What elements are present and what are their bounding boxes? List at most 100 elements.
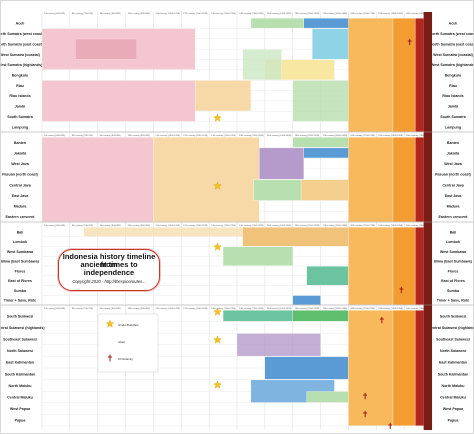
srivijaya-south-block — [41, 80, 196, 122]
bali-hindu-block — [83, 227, 243, 237]
region-label-left: East Kalimantan — [6, 361, 34, 365]
green-triangle-block — [242, 49, 282, 81]
century-label: 12th century (1100-1199) — [183, 224, 208, 227]
century-label: 17th century (1600-1699) — [323, 224, 348, 227]
century-label: 7th century (600-699) — [44, 134, 65, 137]
region-label-right: West Sumbawa — [440, 250, 467, 254]
region-label-right: Southeast Sulawesi — [436, 338, 470, 342]
legend-label: Islam — [118, 340, 126, 344]
century-label: 18th century (1700-1799) — [350, 224, 375, 227]
century-label: 19th century (1800-1899) — [378, 12, 403, 15]
region-label-left: Papua — [15, 419, 27, 423]
century-label: 7th century (600-699) — [44, 12, 65, 15]
jayakarta-block — [303, 147, 355, 159]
century-label: 20th century (1900-1949) — [406, 307, 431, 310]
copyright-text: Copyright 2020 - http://thespiceroutes..… — [72, 279, 146, 284]
mataram-block — [300, 179, 349, 201]
century-label: 14th century (1300-1399) — [239, 307, 264, 310]
japan-java-block — [415, 137, 424, 222]
century-label: 13th century (1200-1299) — [211, 307, 236, 310]
region-label-left: Eastern crescent — [6, 215, 36, 219]
japan-east-block — [415, 310, 424, 426]
cross-icon — [364, 392, 366, 400]
century-label: 17th century (1600-1699) — [323, 12, 348, 15]
region-label-right: Aceh — [449, 22, 458, 26]
region-label-right: Eastern crescent — [439, 215, 469, 219]
region-label-right: West Java — [444, 162, 463, 166]
century-label: 8th century (700-799) — [72, 224, 93, 227]
region-label-right: Jambi — [448, 105, 458, 109]
century-label: 16th century (1500-1599) — [295, 134, 320, 137]
region-label-left: West Java — [11, 162, 30, 166]
cross-icon — [379, 318, 384, 320]
title-line-1: Indonesia history timeline from — [62, 252, 156, 269]
region-label-right: Banten — [447, 141, 459, 145]
century-label: 13th century (1200-1299) — [211, 12, 236, 15]
region-label-left: South Sumatra — [7, 115, 34, 119]
region-label-left: South Kalimantan — [5, 372, 36, 376]
region-label-right: Bengkulu — [445, 74, 461, 78]
cross-icon — [409, 38, 411, 46]
majapahit-block — [153, 137, 260, 222]
banjar-block — [264, 356, 349, 380]
century-label: 20th century (1900-1949) — [406, 134, 431, 137]
voc-sumatra-block — [348, 18, 394, 132]
century-label: 10th century (900-999) — [128, 224, 150, 227]
malayu-block — [195, 80, 252, 112]
century-label: 9th century (800-899) — [100, 224, 121, 227]
region-label-left: Central Java — [9, 183, 31, 187]
region-label-left: Central Maluku — [7, 396, 33, 400]
dutch-nusa-block — [392, 227, 416, 305]
region-label-right: Pasuan (north coast) — [435, 173, 472, 177]
region-label-right: Timor + Savu, Rote — [437, 299, 470, 303]
region-label-left: Southeast Sulawesi — [3, 338, 37, 342]
cross-icon — [364, 410, 366, 418]
region-label-right: Bali — [450, 230, 457, 234]
region-label-right: Jakarta — [447, 151, 461, 155]
century-label: 15th century (1400-1499) — [267, 12, 292, 15]
century-label: 11th century (1000-1099) — [155, 224, 180, 227]
timor-portuguese-block — [292, 295, 321, 305]
region-label-right: Riau — [449, 84, 457, 88]
century-label: 9th century (800-899) — [100, 134, 121, 137]
voc-java-block — [348, 137, 394, 222]
star-icon — [213, 242, 222, 251]
century-label: 12th century (1100-1199) — [183, 134, 208, 137]
star-icon — [213, 335, 222, 344]
buton-block — [236, 333, 321, 357]
century-label: 11th century (1000-1099) — [155, 307, 180, 310]
century-label: 10th century (900-999) — [128, 134, 150, 137]
region-label-left: North Sulawesi — [7, 349, 33, 353]
region-label-right: East Java — [445, 194, 463, 198]
pink-dark-block — [75, 38, 137, 60]
century-label: 18th century (1700-1799) — [350, 12, 375, 15]
region-label-left: Sumba — [14, 289, 27, 293]
flores-block — [306, 266, 349, 286]
region-label-left: West Sumatra (highlands) — [0, 63, 43, 67]
century-label: 15th century (1400-1499) — [267, 224, 292, 227]
region-label-right: Central Java — [442, 183, 464, 187]
century-label: 13th century (1200-1299) — [211, 224, 236, 227]
century-label: 13th century (1200-1299) — [211, 134, 236, 137]
japan-sumatra-block — [415, 18, 424, 132]
region-label-right: North Sumatra (east coast) — [430, 42, 474, 46]
century-label: 14th century (1300-1399) — [239, 12, 264, 15]
voc-east-block — [348, 310, 394, 426]
gelgel-block — [242, 227, 349, 247]
region-label-left: Aceh — [16, 22, 25, 26]
demak-block — [259, 147, 305, 180]
region-label-right: Sumba — [447, 289, 460, 293]
region-label-left: Jambi — [15, 105, 25, 109]
region-label-right: Central Sulawesi (highlands) — [428, 326, 474, 330]
century-label: 12th century (1100-1199) — [183, 12, 208, 15]
dutch-east-block — [392, 310, 416, 426]
region-label-right: Bima (East Sumbawa) — [434, 260, 472, 264]
japan-nusa-block — [415, 227, 424, 305]
gowa-block — [222, 310, 293, 322]
century-label: 17th century (1600-1699) — [323, 307, 348, 310]
region-label-right: West Papua — [443, 407, 464, 411]
century-label: 19th century (1800-1899) — [378, 134, 403, 137]
cross-icon — [407, 40, 412, 42]
region-label-left: Central Sulawesi (highlands) — [0, 326, 45, 330]
